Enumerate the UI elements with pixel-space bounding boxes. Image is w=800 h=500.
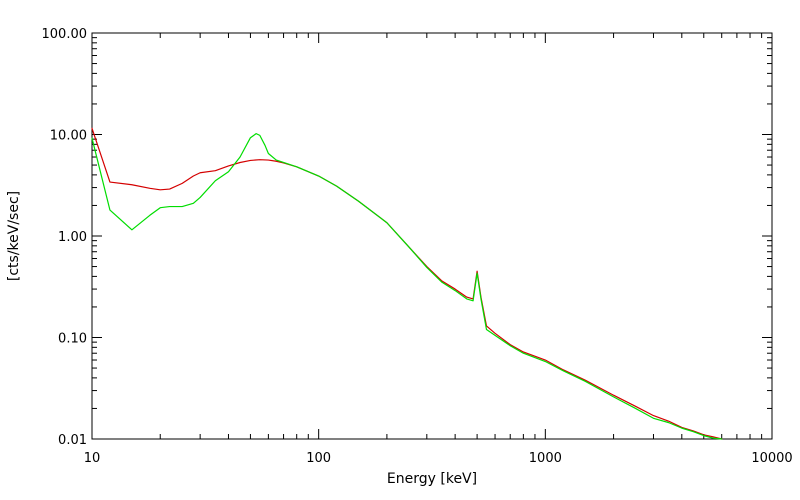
y-tick-label: 1.00 bbox=[58, 230, 87, 245]
x-tick-label: 10000 bbox=[751, 451, 792, 466]
y-tick-label: 0.10 bbox=[58, 332, 87, 347]
series-layer bbox=[91, 127, 723, 440]
red-spectrum-line bbox=[91, 127, 723, 440]
x-tick-label: 10 bbox=[84, 451, 101, 466]
green-spectrum-line bbox=[91, 133, 723, 440]
plot-frame bbox=[91, 32, 773, 440]
x-tick-label: 100 bbox=[306, 451, 331, 466]
x-axis-title: Energy [keV] bbox=[387, 471, 477, 487]
y-tick-label: 10.00 bbox=[50, 129, 87, 144]
y-tick-label: 100.00 bbox=[42, 27, 88, 42]
y-tick-label: 0.01 bbox=[58, 433, 87, 448]
y-axis-title: [cts/keV/sec] bbox=[6, 191, 22, 281]
x-axis-ticks: 10 100 1000 10000 bbox=[84, 33, 793, 466]
x-tick-label: 1000 bbox=[529, 451, 562, 466]
y-axis-ticks: 0.01 0.10 1.00 10.00 100.00 bbox=[42, 27, 772, 448]
